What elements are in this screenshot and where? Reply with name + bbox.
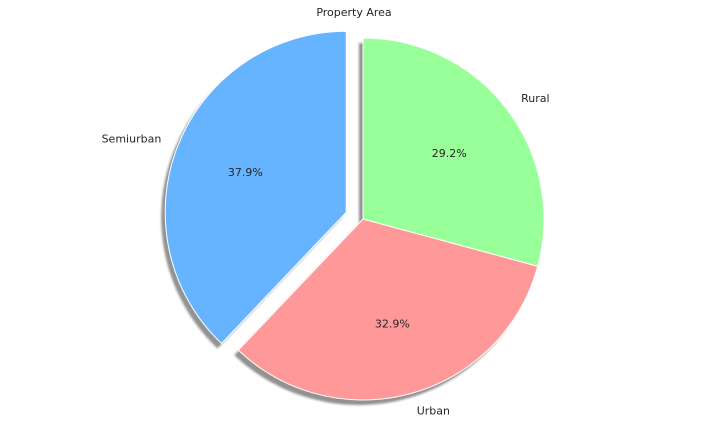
pie-slices bbox=[164, 30, 545, 401]
slice-labels: Semiurban 37.9% Urban 32.9% Rural 29.2% bbox=[102, 92, 550, 418]
chart-title: Property Area bbox=[316, 6, 391, 19]
slice-percent-rural: 29.2% bbox=[432, 147, 467, 160]
pie-slice-semiurban bbox=[164, 30, 347, 345]
slice-label-semiurban: Semiurban bbox=[102, 132, 162, 145]
slice-label-rural: Rural bbox=[521, 92, 549, 105]
pie-slice-rural bbox=[362, 37, 545, 267]
slice-percent-urban: 32.9% bbox=[375, 318, 410, 331]
slice-percent-semiurban: 37.9% bbox=[228, 166, 263, 179]
slice-label-urban: Urban bbox=[417, 405, 450, 418]
pie-slice-urban bbox=[237, 218, 539, 401]
